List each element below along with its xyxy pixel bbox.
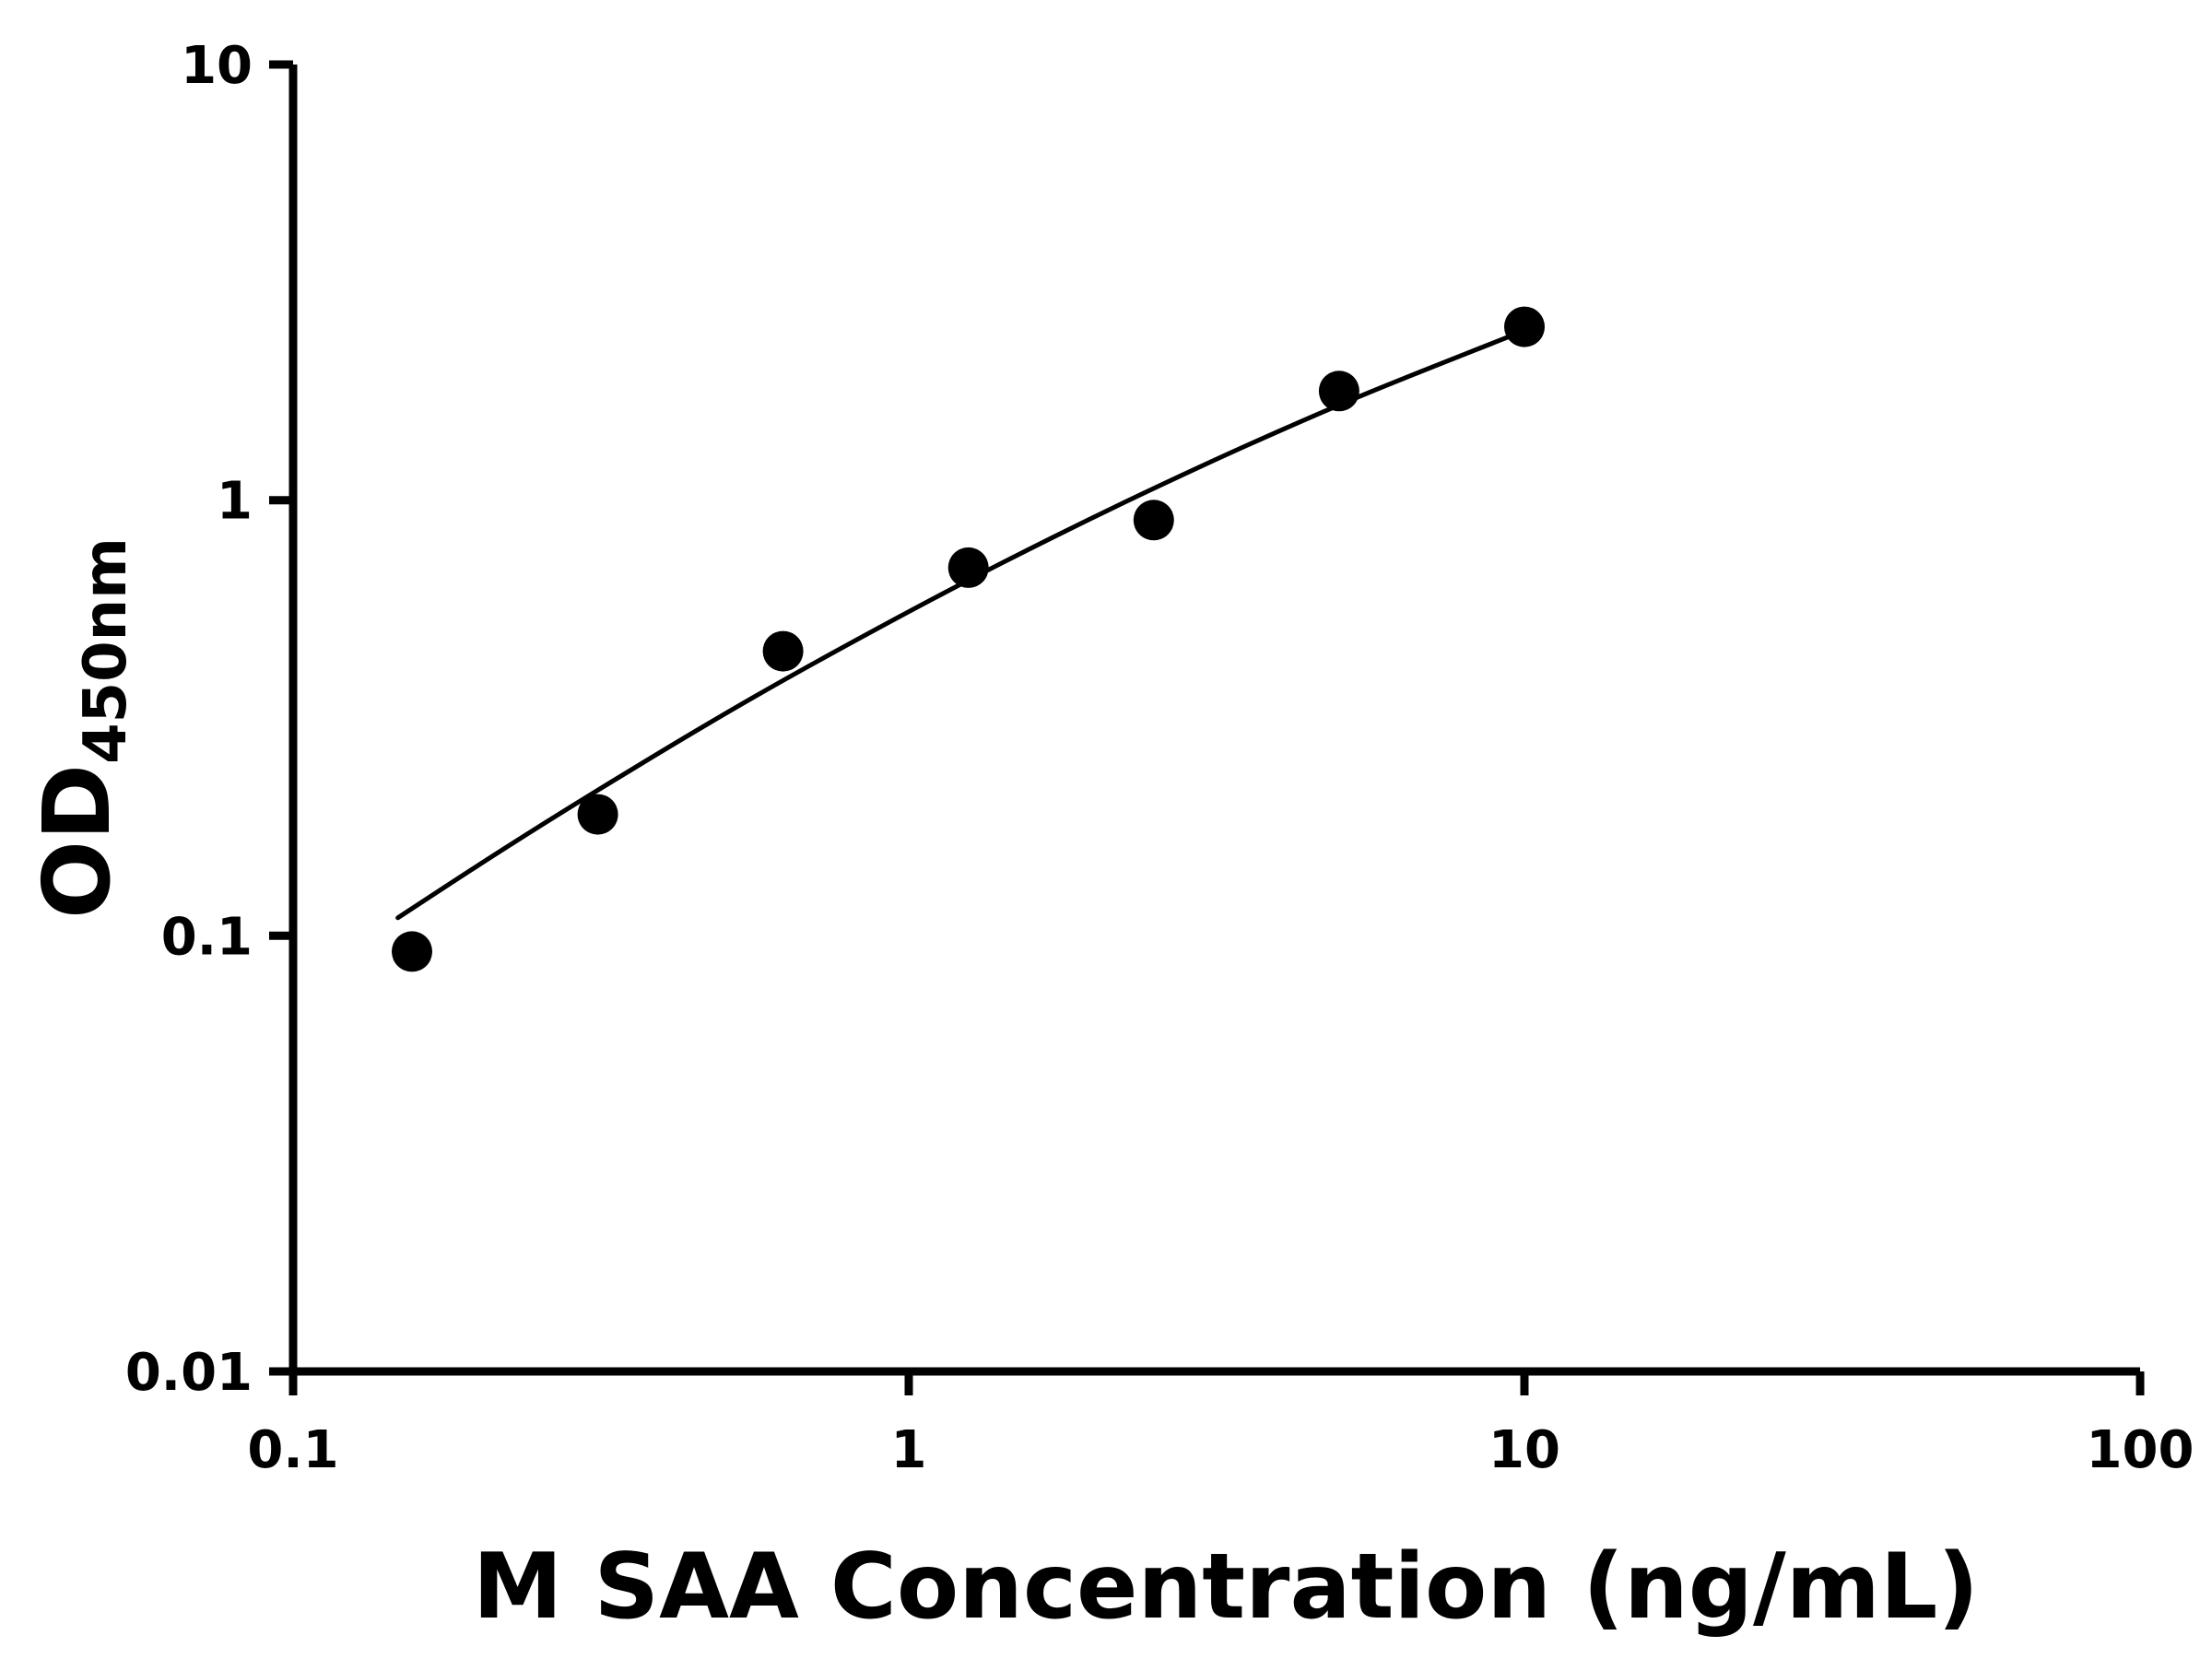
axis-spines (288, 65, 2140, 1376)
data-point (1318, 371, 1359, 412)
tick-marks (269, 60, 2145, 1395)
x-axis-title: M SAA Concentration (ng/mL) (473, 1535, 1979, 1640)
data-point (1133, 500, 1174, 541)
y-tick-label: 0.1 (161, 907, 253, 967)
y-tick-label: 0.01 (125, 1343, 253, 1403)
tick-labels: 0.1 1 10 100 0.01 0.1 1 10 (125, 36, 2194, 1480)
x-tick-label: 1 (891, 1420, 927, 1480)
y-tick-label: 10 (181, 36, 253, 96)
data-point (947, 547, 989, 588)
data-point (1504, 306, 1545, 347)
data-point (392, 931, 432, 972)
x-tick-label: 10 (1488, 1420, 1560, 1480)
y-tick-label: 1 (217, 472, 253, 532)
data-points (392, 306, 1545, 972)
fit-curve-line (395, 328, 1527, 921)
x-tick-label: 100 (2087, 1420, 2194, 1480)
x-tick-label: 0.1 (247, 1420, 338, 1480)
data-point (577, 794, 618, 835)
y-axis-title-main: OD (23, 764, 131, 919)
data-point (762, 630, 804, 672)
axes (288, 65, 2140, 1376)
y-axis-title: OD450nm (23, 537, 140, 919)
y-axis-title-subscript: 450nm (72, 537, 140, 764)
